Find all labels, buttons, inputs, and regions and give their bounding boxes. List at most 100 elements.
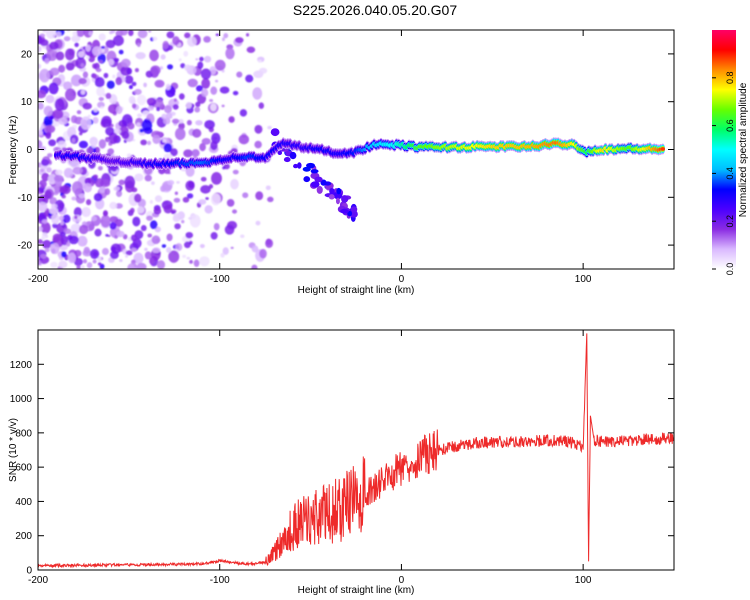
- spectrogram-cell: [162, 40, 169, 50]
- spectrogram-cell: [203, 36, 211, 43]
- spectrogram-cell: [40, 221, 51, 234]
- spectrogram-cell: [188, 181, 195, 189]
- spectrogram-cell: [101, 46, 105, 49]
- spectrogram-cell: [204, 55, 212, 63]
- spectrogram-cell: [97, 165, 103, 171]
- spectrogram-cell: [225, 47, 235, 60]
- spectrogram-cell: [235, 37, 244, 44]
- spectrogram-cell: [208, 184, 214, 189]
- spectrogram-cell: [238, 134, 250, 145]
- spectrogram-cell: [149, 257, 155, 265]
- spectrogram-cell: [96, 86, 105, 97]
- spectrogram-cell: [245, 74, 254, 83]
- spectrogram-cell: [124, 254, 129, 258]
- spectrogram-cell: [316, 185, 323, 194]
- spectrogram-cell: [51, 203, 58, 209]
- spectrogram-cell: [219, 86, 230, 94]
- spectrogram-cell: [192, 128, 202, 138]
- spectrogram-cell: [154, 195, 163, 203]
- spectrogram-cell: [72, 31, 78, 37]
- spectrogram-cell: [136, 206, 145, 214]
- spectrogram-cell: [128, 96, 136, 104]
- spectrogram-cell: [163, 153, 173, 161]
- spectrogram-cell: [199, 256, 210, 267]
- spectrogram-cell: [105, 233, 109, 237]
- spectrogram-cell: [41, 158, 50, 167]
- spectrogram-cell: [125, 250, 133, 256]
- spectrogram-cell: [156, 106, 161, 112]
- spectrogram-image: [38, 30, 665, 269]
- colorbar: 0.0 0.2 0.4 0.6 0.8 Normalized spectral ampl…: [712, 30, 749, 275]
- spectrogram-cell: [165, 112, 173, 119]
- spectrogram-cell: [49, 115, 54, 120]
- spectrogram-cell: [63, 167, 74, 179]
- spectrogram-cell: [186, 36, 197, 47]
- spectrogram-cell: [204, 205, 213, 214]
- spectrogram-cell: [254, 124, 263, 134]
- spectrogram-cell: [306, 162, 316, 169]
- spectrogram-cell: [200, 176, 207, 182]
- spectrogram-cell: [38, 130, 43, 136]
- spectrogram-cell: [93, 192, 103, 202]
- spectrogram-cell: [228, 116, 235, 123]
- spectrogram-cell: [163, 117, 171, 125]
- spectrogram-cell: [80, 89, 86, 95]
- spectrogram-cell: [193, 259, 200, 267]
- spectrogram-cell: [85, 56, 90, 60]
- spectrogram-cell: [40, 169, 45, 173]
- spectrogram-cell: [152, 247, 161, 254]
- snr-xlabel: Height of straight line (km): [298, 585, 415, 596]
- spectrogram-cell: [163, 143, 173, 153]
- spectrogram-cell: [350, 206, 358, 213]
- spectrogram-cell: [134, 88, 142, 95]
- spectrogram-cell: [60, 184, 71, 195]
- spectrogram-cell: [109, 222, 117, 230]
- colorbar-tick-label: 0.8: [725, 72, 735, 85]
- spectrogram-cell: [302, 166, 311, 172]
- spectrogram-cell: [80, 116, 92, 130]
- spectrogram-cell: [105, 39, 116, 49]
- spectrogram-cell: [210, 86, 218, 95]
- spectrogram-cell: [115, 105, 123, 115]
- spectrogram-cell: [137, 30, 148, 39]
- spectrogram-cell: [51, 52, 56, 58]
- spectrogram-cell: [340, 208, 349, 214]
- spectrogram-cell: [112, 74, 116, 79]
- spectrogram-cell: [38, 45, 42, 53]
- spectrogram-cell: [63, 36, 71, 42]
- spectrogram-cell: [310, 169, 319, 174]
- snr-frame: [37, 329, 675, 571]
- spectrogram-cell: [46, 167, 52, 173]
- snr-x-tick-label: 100: [575, 575, 592, 586]
- spectrogram-cell: [170, 148, 178, 157]
- spectrogram-cell: [45, 124, 56, 133]
- spectrogram-cell: [121, 58, 131, 68]
- spectrogram-cell: [174, 127, 186, 141]
- spectrogram-cell: [49, 67, 60, 76]
- spectrogram-cell: [49, 242, 60, 255]
- spectrogram-cell: [197, 61, 204, 69]
- spectrogram-cell: [98, 139, 107, 149]
- spectrogram-cell: [201, 78, 211, 89]
- spectrogram-cell: [66, 241, 71, 247]
- spectrogram-cell: [251, 264, 258, 269]
- spectrogram-cell: [258, 102, 265, 109]
- spectrogram-cell: [130, 207, 135, 214]
- spectrogram-cell: [48, 139, 57, 147]
- spectrogram-cell: [71, 138, 76, 143]
- spectrogram-cell: [136, 262, 147, 269]
- snr-y-tick-label: 400: [15, 497, 32, 508]
- spectrogram-cell: [38, 239, 43, 245]
- spectrogram-cell: [61, 251, 67, 258]
- spectrogram-cell: [242, 192, 249, 199]
- spectrogram-cell: [43, 105, 53, 117]
- spectrogram-cell: [136, 122, 141, 128]
- spectrogram-y-tick-label: -20: [18, 241, 33, 252]
- spectrogram-cell: [61, 194, 66, 199]
- spectrogram-cell: [221, 37, 225, 42]
- spectrogram-ridge-cell: [660, 147, 665, 151]
- spectrogram-cell: [140, 225, 147, 232]
- spectrogram-cell: [150, 181, 155, 186]
- spectrogram-cell: [38, 183, 41, 188]
- spectrogram-cell: [188, 216, 192, 220]
